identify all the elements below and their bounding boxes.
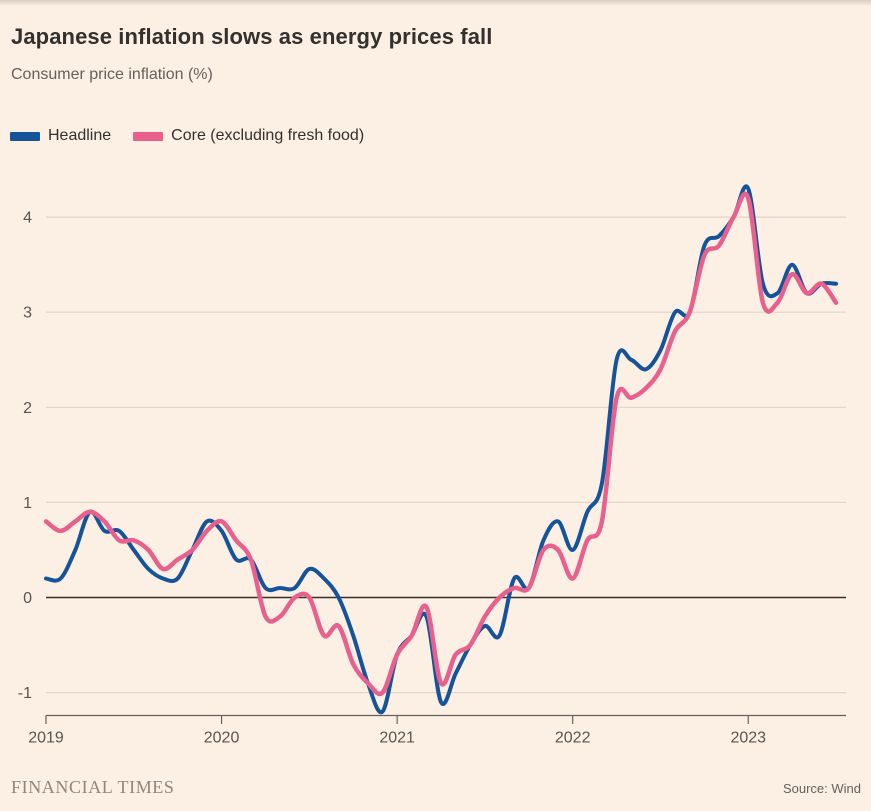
legend-label-core: Core (excluding fresh food)	[171, 127, 365, 144]
x-tick-label: 2021	[379, 730, 415, 747]
ft-logotype: FINANCIAL TIMES	[11, 777, 175, 797]
legend-item-headline: Headline	[10, 127, 111, 145]
legend-label-headline: Headline	[48, 127, 112, 144]
y-tick-label: 1	[23, 495, 32, 512]
legend-item-core: Core (excluding fresh food)	[133, 127, 364, 145]
y-tick-label: 0	[23, 590, 32, 607]
line-chart: -1 0 1 2 3 4 2019 2020 2021 2022 2023	[18, 184, 846, 747]
chart-legend: Headline Core (excluding fresh food)	[10, 127, 364, 145]
core-series-line	[43, 191, 839, 697]
x-tick-label: 2023	[730, 730, 766, 747]
x-tick-label: 2022	[555, 730, 591, 747]
core-color-swatch	[133, 131, 164, 141]
y-tick-label: 2	[23, 400, 32, 417]
chart-subtitle: Consumer price inflation (%)	[11, 66, 213, 83]
chart-title: Japanese inflation slows as energy price…	[11, 23, 493, 49]
x-tick-label: 2020	[204, 730, 240, 747]
x-tick-label: 2019	[28, 730, 64, 747]
y-tick-label: 3	[23, 305, 32, 322]
y-tick-label: 4	[23, 210, 32, 227]
y-tick-label: -1	[18, 685, 32, 702]
source-label: Source: Wind	[782, 781, 861, 796]
headline-color-swatch	[10, 131, 40, 141]
headline-series-line	[44, 184, 838, 715]
